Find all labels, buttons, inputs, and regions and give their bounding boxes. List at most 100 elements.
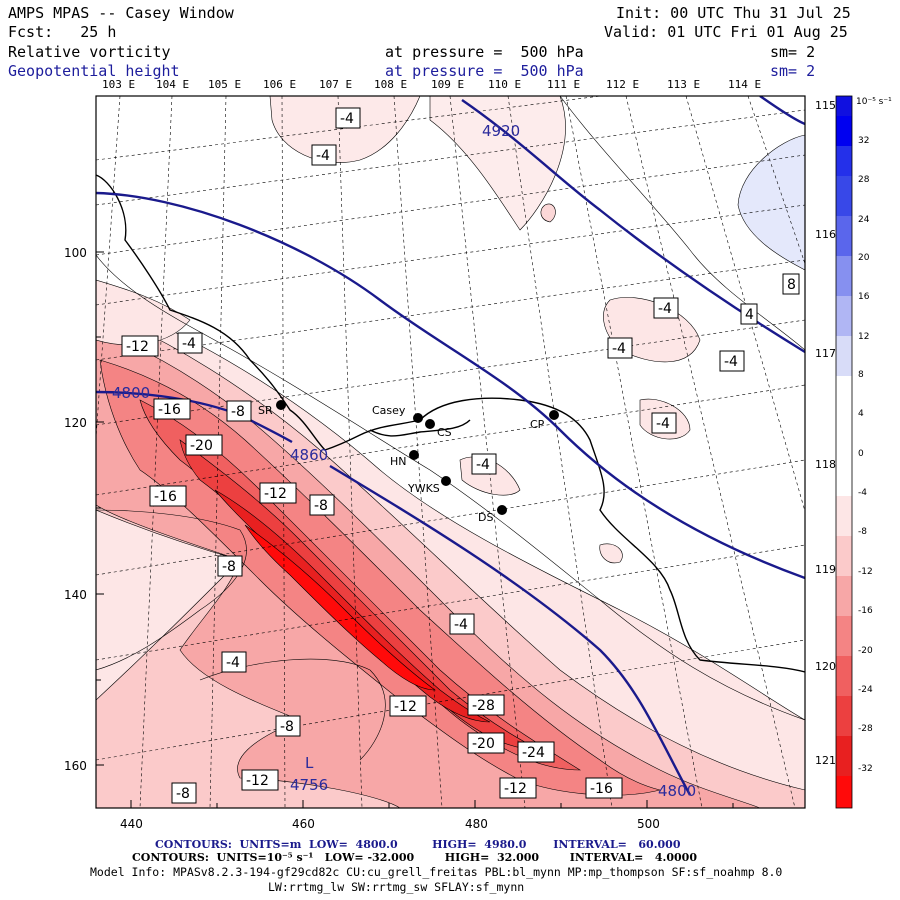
lon-label: 109 E [431,78,465,91]
forecast-hour: Fcst: 25 h [8,23,117,41]
lon-label: 114 E [728,78,762,91]
x-tick-label: 440 [120,817,143,831]
map-fill-layer [96,96,805,808]
svg-text:0: 0 [858,449,864,459]
svg-text:-32: -32 [858,764,873,774]
station-dot [425,419,435,429]
model-info: Model Info: MPASv8.2.3-194-gf29cd82c CU:… [90,865,783,879]
lon-label: 110 E [488,78,522,91]
svg-text:4: 4 [858,409,864,419]
y-tick-label: 120 [64,416,87,430]
lon-label: 107 E [319,78,353,91]
field1-name: Relative vorticity [8,43,171,61]
height-label: 4800 [658,782,696,800]
svg-text:-4: -4 [316,148,330,164]
height-labels: 4920 4800 4860 4800 L 4756 [112,122,696,800]
colorbar [835,95,853,809]
station-label: CS [437,426,452,439]
svg-text:-20: -20 [472,736,495,752]
station-label: SR [258,404,273,417]
lon-label: 105 E [208,78,242,91]
station-label: CP [530,418,545,431]
height-contours [96,96,805,796]
station-label: DS [478,511,493,524]
svg-text:32: 32 [858,136,869,146]
valid-time: Valid: 01 UTC Fri 01 Aug 25 [604,23,848,41]
axis-ticks [96,251,734,808]
lon-label: 103 E [102,78,136,91]
svg-text:-4: -4 [658,301,672,317]
svg-text:-24: -24 [858,685,873,695]
station-label: HN [390,455,407,468]
svg-text:-8: -8 [176,786,190,802]
svg-text:-16: -16 [858,606,873,616]
svg-text:-4: -4 [612,341,626,357]
svg-text:-28: -28 [472,698,495,714]
vorticity-contour-info: CONTOURS: UNITS=10⁻⁵ s⁻¹ LOW= -32.000 HI… [132,851,697,864]
field1-level: at pressure = 500 hPa [385,43,584,61]
field2-level: at pressure = 500 hPa [385,62,584,80]
station-label: Casey [372,404,406,417]
station-dot [413,413,423,423]
svg-text:-16: -16 [154,489,177,505]
svg-text:-12: -12 [504,781,527,797]
svg-text:4: 4 [745,307,754,323]
vorticity-labels: -4 -4 -12 -4 -16 -8 -20 -16 -12 -8 -8 -4… [121,107,800,804]
map-frame [95,95,806,809]
svg-text:-12: -12 [858,567,873,577]
svg-text:-20: -20 [190,438,213,454]
lon-label: 112 E [606,78,640,91]
field2-smoothing: sm= 2 [770,62,816,80]
station-dot [441,476,451,486]
svg-text:-4: -4 [476,457,490,473]
svg-text:-8: -8 [314,498,328,514]
height-label: 4860 [290,446,328,464]
y-tick-label: 160 [64,759,87,773]
svg-text:28: 28 [858,175,870,185]
svg-text:12: 12 [858,332,869,342]
low-center-label: L [305,754,314,772]
svg-text:-12: -12 [264,486,287,502]
lon-label: 111 E [547,78,581,91]
station-dot [497,505,507,515]
svg-text:24: 24 [858,215,870,225]
colorbar-unit: 10⁻⁵ s⁻¹ [856,97,892,107]
height-label: 4756 [290,776,328,794]
svg-text:-4: -4 [340,111,354,127]
station-dot [409,450,419,460]
svg-text:8: 8 [787,277,796,293]
x-tick-label: 460 [292,817,315,831]
svg-text:-8: -8 [222,559,236,575]
svg-text:-4: -4 [454,617,468,633]
svg-text:-8: -8 [231,404,245,420]
svg-text:-4: -4 [182,336,196,352]
height-label: 4920 [482,122,520,140]
svg-text:-8: -8 [858,527,867,537]
svg-text:-4: -4 [724,354,738,370]
svg-text:-12: -12 [126,339,149,355]
station-label: YWKS [407,482,440,495]
lon-label: 113 E [667,78,701,91]
app-title: AMPS MPAS -- Casey Window [8,4,234,22]
x-tick-label: 480 [465,817,488,831]
init-time: Init: 00 UTC Thu 31 Jul 25 [616,4,851,22]
axis-tick-labels: 440 460 480 500 100 120 140 160 [64,246,660,831]
svg-text:20: 20 [858,253,870,263]
svg-text:-16: -16 [590,781,613,797]
svg-text:-4: -4 [226,655,240,671]
svg-text:-8: -8 [280,719,294,735]
lon-label: 108 E [374,78,408,91]
model-info-physics: LW:rrtmg_lw SW:rrtmg_sw SFLAY:sf_mynn [268,880,525,894]
svg-text:8: 8 [858,370,864,380]
y-tick-label: 100 [64,246,87,260]
field2-name: Geopotential height [8,62,180,80]
field1-smoothing: sm= 2 [770,43,816,61]
station-markers [276,400,559,515]
station-dot [276,400,286,410]
coastline [96,174,805,673]
height-contour-info: CONTOURS: UNITS=m LOW= 4800.0 HIGH= 4980… [155,838,681,851]
x-tick-label: 500 [637,817,660,831]
lon-label: 104 E [156,78,190,91]
height-label: 4800 [112,384,150,402]
